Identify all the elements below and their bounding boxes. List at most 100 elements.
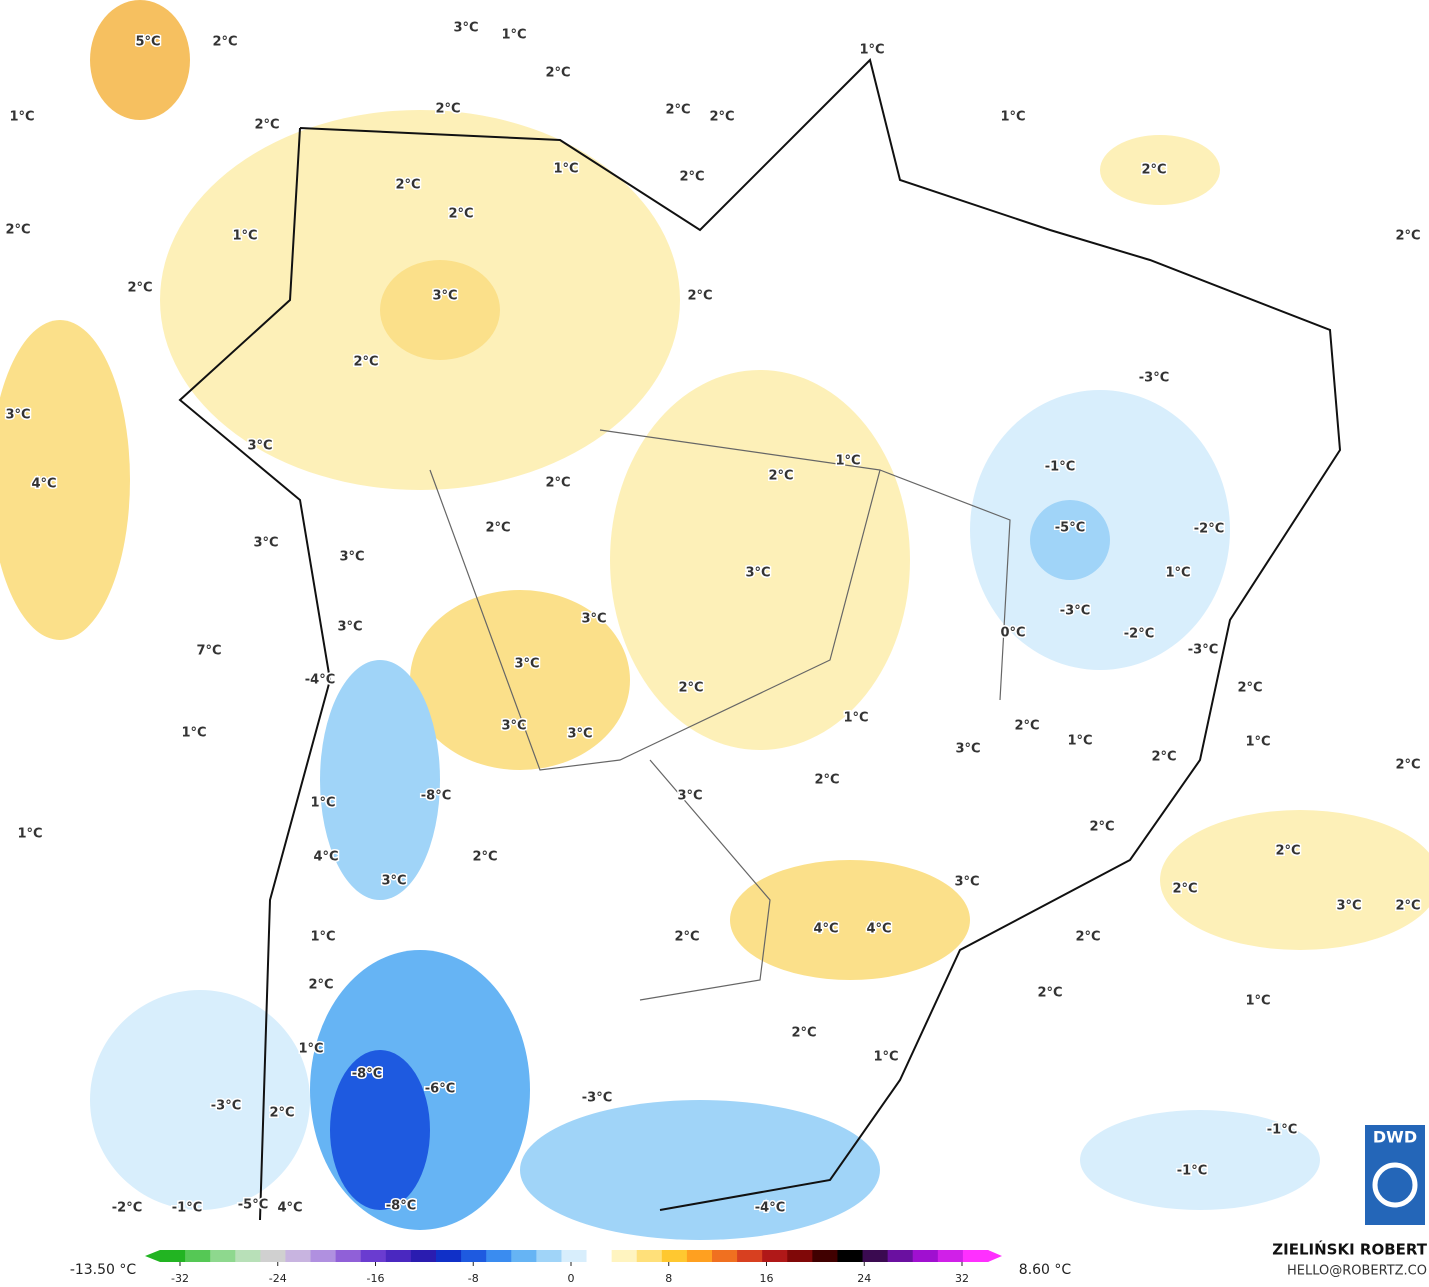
temp-label: 3°C: [381, 874, 406, 889]
colorbar-min: -13.50 °C: [70, 1262, 137, 1278]
temp-label: 2°C: [308, 978, 333, 993]
temp-label: 3°C: [253, 536, 278, 551]
temp-label: 3°C: [501, 719, 526, 734]
temp-label: 2°C: [269, 1106, 294, 1121]
temp-label: 3°C: [954, 875, 979, 890]
temp-label: 2°C: [678, 681, 703, 696]
temp-label: 2°C: [665, 103, 690, 118]
map-labels: 5°C 2°C 3°C 1°C 1°C 2°C 1°C 2°C 2°C 2°C 2°C 1°C 2°C 1…: [4, 19, 1422, 1217]
colorbar-swatch: [210, 1250, 236, 1262]
temp-label: 1°C: [843, 711, 868, 726]
temp-label: 2°C: [448, 207, 473, 222]
temp-label: 1°C: [501, 28, 526, 43]
colorbar-swatch: [410, 1250, 437, 1262]
temp-label: 4°C: [31, 477, 56, 492]
temp-label: 2°C: [1237, 681, 1262, 696]
colorbar-tick-label: -24: [269, 1272, 287, 1285]
temp-label: 0°C: [1000, 626, 1025, 641]
colorbar-swatch: [486, 1250, 512, 1262]
temp-label: 2°C: [254, 118, 279, 133]
temp-label: 3°C: [339, 550, 364, 565]
temp-label: 3°C: [337, 620, 362, 635]
colorbar-tick-label: -8: [468, 1272, 479, 1285]
colorbar-swatch: [285, 1250, 312, 1262]
temp-label: 1°C: [298, 1042, 323, 1057]
temp-label: -2°C: [112, 1201, 142, 1216]
temp-label: 2°C: [5, 223, 30, 238]
colorbar-swatch: [461, 1250, 487, 1262]
temp-label: 4°C: [813, 922, 838, 937]
colorbar-swatch: [636, 1250, 663, 1262]
colorbar-tick-label: -32: [171, 1272, 189, 1285]
colorbar: -32 -24 -16 -8 0 8 16 24 32: [145, 1250, 1002, 1285]
temp-label: 4°C: [866, 922, 891, 937]
colorbar-tick-label: 24: [857, 1272, 871, 1285]
temp-label: 1°C: [859, 43, 884, 58]
temp-label: 5°C: [135, 35, 160, 50]
temp-label: 2°C: [1151, 750, 1176, 765]
colorbar-swatch: [310, 1250, 337, 1262]
temp-label: 2°C: [127, 281, 152, 296]
temp-label: 3°C: [1336, 899, 1361, 914]
temp-label: 2°C: [485, 521, 510, 536]
temp-label: 1°C: [310, 930, 335, 945]
temp-label: -8°C: [421, 789, 451, 804]
temp-label: -1°C: [172, 1201, 202, 1216]
temp-label: 1°C: [873, 1050, 898, 1065]
colorbar-swatch: [737, 1250, 763, 1262]
colorbar-swatch: [561, 1250, 588, 1262]
temp-label: 1°C: [181, 726, 206, 741]
colorbar-swatch: [812, 1250, 838, 1262]
temp-label: 3°C: [745, 566, 770, 581]
temp-label: 2°C: [472, 850, 497, 865]
colorbar-swatch: [385, 1250, 412, 1262]
colorbar-swatch: [862, 1250, 889, 1262]
colorbar-tick-label: 32: [955, 1272, 969, 1285]
temp-label: 2°C: [1395, 758, 1420, 773]
temp-label: 2°C: [353, 355, 378, 370]
temp-label: 7°C: [196, 644, 221, 659]
temp-label: 2°C: [1037, 986, 1062, 1001]
temp-label: 1°C: [9, 110, 34, 125]
temp-label: 3°C: [677, 789, 702, 804]
temp-label: 3°C: [955, 742, 980, 757]
colorbar-swatch: [937, 1250, 964, 1262]
colorbar-swatch: [185, 1250, 211, 1262]
temp-label: 3°C: [432, 289, 457, 304]
colorbar-swatch: [586, 1250, 613, 1262]
temp-label: -1°C: [1045, 460, 1075, 475]
colorbar-swatch: [260, 1250, 286, 1262]
colorbar-swatch: [160, 1250, 186, 1262]
temp-label: -3°C: [1188, 643, 1218, 658]
colorbar-swatch: [661, 1250, 688, 1262]
map-background: [0, 0, 1429, 1240]
colorbar-swatch: [335, 1250, 362, 1262]
temp-label: -1°C: [1177, 1164, 1207, 1179]
colorbar-tick-label: 8: [665, 1272, 672, 1285]
colorbar-max: 8.60 °C: [1019, 1262, 1072, 1278]
colorbar-swatch: [235, 1250, 261, 1262]
temp-label: 2°C: [1014, 719, 1039, 734]
temp-label: 4°C: [277, 1201, 302, 1216]
temp-label: 2°C: [1395, 899, 1420, 914]
temp-label: 3°C: [247, 439, 272, 454]
temp-label: 1°C: [1000, 110, 1025, 125]
temp-label: 1°C: [553, 162, 578, 177]
colorbar-tick-label: -16: [367, 1272, 385, 1285]
temp-label: 2°C: [212, 35, 237, 50]
temp-label: 2°C: [395, 178, 420, 193]
colorbar-swatch: [887, 1250, 914, 1262]
temp-label: -4°C: [755, 1201, 785, 1216]
colorbar-swatch: [611, 1250, 638, 1262]
colorbar-end: [145, 1250, 160, 1262]
colorbar-tick-label: 0: [568, 1272, 575, 1285]
colorbar-swatch: [511, 1250, 537, 1262]
temp-label: 1°C: [1165, 566, 1190, 581]
temp-label: 2°C: [1075, 930, 1100, 945]
temp-label: -5°C: [238, 1198, 268, 1213]
temp-label: 2°C: [1089, 820, 1114, 835]
temp-label: -8°C: [352, 1067, 382, 1082]
colorbar-swatch: [436, 1250, 462, 1262]
temp-label: 2°C: [1172, 882, 1197, 897]
temp-label: 1°C: [1067, 734, 1092, 749]
